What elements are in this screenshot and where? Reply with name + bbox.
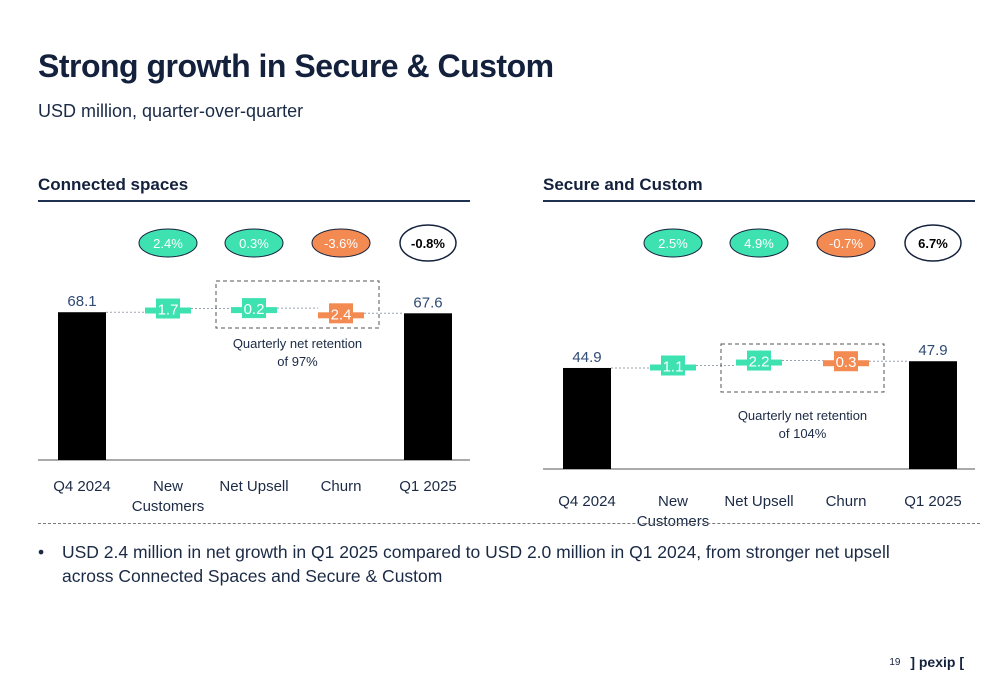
category-label: Net Upsell <box>219 478 288 495</box>
category-label: Q4 2024 <box>53 478 111 495</box>
waterfall-chart-secure-custom: Quarterly net retention of 104% 44.9 1.1 2.2… <box>543 224 975 530</box>
panel-title-connected-spaces: Connected spaces <box>38 175 189 194</box>
retention-box <box>720 343 885 393</box>
category-label: New <box>658 493 688 510</box>
panel-rule-connected-spaces <box>38 200 470 202</box>
category-label: Q1 2025 <box>399 478 457 495</box>
percent-pill <box>224 228 284 258</box>
value-label: 68.1 <box>67 293 96 310</box>
percent-label: 0.3% <box>239 236 269 251</box>
value-label: 47.9 <box>918 342 947 359</box>
category-label: Customers <box>132 498 205 515</box>
retention-annotation: Quarterly net retention <box>233 336 362 351</box>
waterfall-chart-connected-spaces: Quarterly net retention of 97% 68.1 1.7 0.2 2… <box>38 224 470 515</box>
footer: 19 ] pexip [ <box>889 654 964 670</box>
total-bar <box>563 367 611 469</box>
total-bar <box>404 313 452 460</box>
total-change-pill <box>904 224 962 262</box>
value-label-box <box>661 355 685 376</box>
percent-pill <box>138 228 198 258</box>
value-label: 1.7 <box>158 302 179 319</box>
value-label: 1.1 <box>663 359 684 376</box>
value-label: 67.6 <box>413 294 442 311</box>
value-label-box <box>156 298 180 319</box>
total-change-label: 6.7% <box>918 236 948 251</box>
category-label: Churn <box>826 493 867 510</box>
retention-annotation: Quarterly net retention <box>738 408 867 423</box>
panel-title-secure-custom: Secure and Custom <box>543 175 703 194</box>
section-divider <box>38 523 980 524</box>
percent-pill <box>643 228 703 258</box>
category-label: Customers <box>637 513 710 530</box>
bullet-text: USD 2.4 million in net growth in Q1 2025… <box>62 542 890 586</box>
percent-pill <box>729 228 789 258</box>
page-subtitle: USD million, quarter-over-quarter <box>38 101 304 121</box>
category-label: Q1 2025 <box>904 493 962 510</box>
percent-pill <box>816 228 876 258</box>
category-label: Q4 2024 <box>558 493 616 510</box>
total-change-label: -0.8% <box>411 236 445 251</box>
category-label: Net Upsell <box>724 493 793 510</box>
total-bar <box>909 361 957 469</box>
value-label: 2.2 <box>749 354 770 371</box>
value-label-box <box>747 350 771 371</box>
retention-box <box>215 280 380 329</box>
bullet-item: • USD 2.4 million in net growth in Q1 20… <box>38 540 938 588</box>
retention-annotation: of 104% <box>779 426 827 441</box>
total-change-pill <box>399 224 457 262</box>
percent-label: 4.9% <box>744 236 774 251</box>
value-label-box <box>834 351 858 372</box>
page-title: Strong growth in Secure & Custom <box>38 48 554 84</box>
value-label: 0.3 <box>836 354 857 371</box>
percent-pill <box>311 228 371 258</box>
value-label-box <box>242 298 266 319</box>
value-label-box <box>329 303 353 324</box>
bullet-dot: • <box>38 542 45 562</box>
category-label: New <box>153 478 183 495</box>
value-label: 44.9 <box>572 349 601 366</box>
category-label: Churn <box>321 478 362 495</box>
value-label: 0.2 <box>244 301 265 318</box>
pexip-logo: ] pexip [ <box>910 654 964 670</box>
total-bar <box>58 312 106 460</box>
retention-annotation: of 97% <box>277 354 318 369</box>
percent-label: -0.7% <box>829 236 863 251</box>
percent-label: -3.6% <box>324 236 358 251</box>
percent-label: 2.5% <box>658 236 688 251</box>
value-label: 2.4 <box>331 306 352 323</box>
panel-rule-secure-custom <box>543 200 975 202</box>
page-number: 19 <box>889 657 901 668</box>
percent-label: 2.4% <box>153 236 183 251</box>
